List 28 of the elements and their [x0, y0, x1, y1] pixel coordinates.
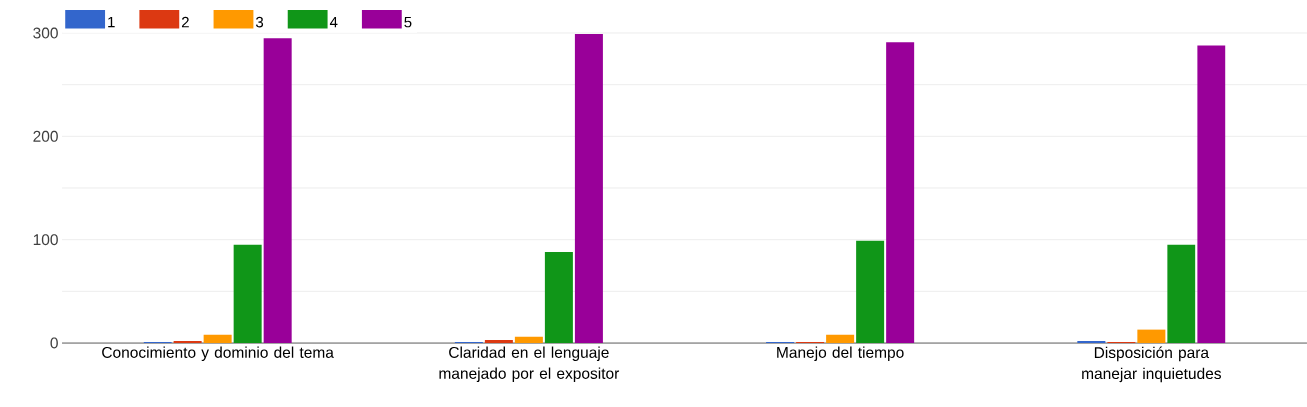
bar — [574, 34, 603, 343]
bar — [886, 42, 915, 343]
bar — [1167, 244, 1196, 343]
x-tick-label: Disposición para manejar inquietudes — [1082, 346, 1221, 383]
bar — [1197, 45, 1226, 343]
bar — [173, 340, 202, 343]
bar — [1137, 329, 1166, 343]
legend-label: 5 — [404, 16, 412, 28]
bar — [203, 334, 232, 343]
bar — [484, 339, 513, 343]
y-tick-label: 200 — [33, 130, 58, 142]
y-tick-label: 100 — [33, 234, 58, 246]
x-tick-label: Claridad en el lenguaje manejado por el expositor — [439, 346, 620, 382]
bar — [514, 336, 543, 343]
bar — [856, 240, 885, 343]
bar — [263, 38, 292, 343]
y-tick-label: 300 — [33, 27, 58, 39]
bar — [826, 334, 855, 343]
bar — [544, 252, 573, 343]
y-tick-label: 0 — [50, 337, 58, 349]
bar — [233, 244, 262, 343]
legend-label: 2 — [181, 16, 189, 28]
x-tick-label: Conocimiento y dominio del tema — [102, 346, 334, 361]
legend-label: 4 — [329, 16, 338, 28]
legend-label: 3 — [255, 16, 264, 28]
bar — [1077, 340, 1106, 343]
x-tick-label: Manejo del tiempo — [777, 346, 904, 361]
legend-label: 1 — [108, 16, 115, 28]
